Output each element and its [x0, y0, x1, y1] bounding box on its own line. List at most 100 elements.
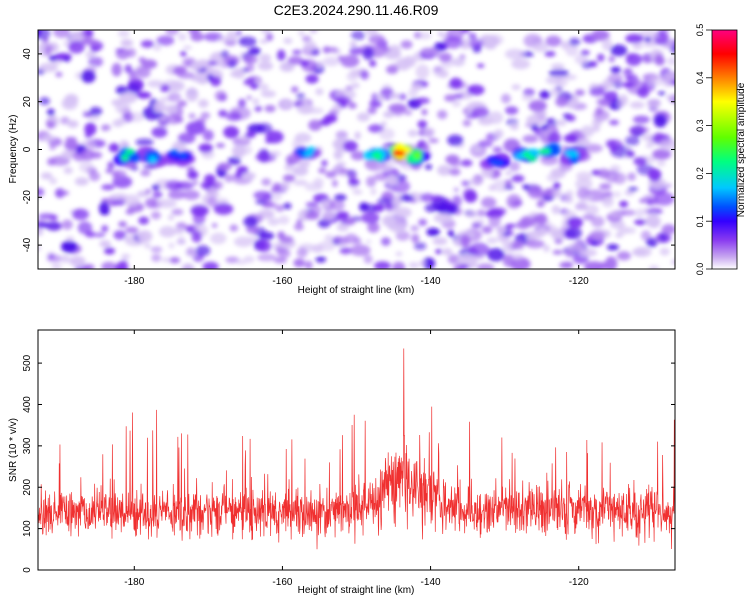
spectrogram-cell: [390, 222, 407, 234]
spectrogram-cell: [252, 98, 260, 105]
spectrogram-cell: [344, 233, 358, 244]
spectrogram-cell: [64, 139, 79, 151]
spectrogram-cell: [153, 100, 166, 113]
spectrogram-cell: [38, 245, 41, 252]
spectrogram-cell: [421, 108, 428, 116]
spectrogram-cell: [483, 38, 497, 50]
snr-y-axis-label: SNR (10 * v/v): [8, 418, 19, 482]
spectrogram-cell: [81, 38, 95, 46]
spectrogram-cell: [316, 60, 324, 69]
spectrogram-cell: [488, 208, 498, 216]
spectrogram-cell: [232, 144, 246, 158]
spectrogram-cell: [361, 212, 380, 224]
spectrogram-cell: [506, 194, 522, 209]
spectrogram-cell: [245, 62, 255, 73]
spectrogram-cell: [437, 31, 444, 37]
spectrogram-cell: [94, 232, 106, 238]
spectrogram-cell: [259, 39, 268, 44]
spectrogram-cell: [72, 208, 90, 221]
spectrogram-cell: [437, 69, 449, 79]
spectrogram-cell: [171, 208, 184, 216]
spectrogram-cell: [418, 218, 428, 227]
x-tick-label: -120: [569, 276, 589, 287]
spectrogram-cell: [565, 226, 583, 240]
spectrogram-cell: [663, 71, 675, 82]
spectrogram-cell: [318, 167, 327, 174]
spectrogram-cell: [646, 207, 663, 215]
figure-title: C2E3.2024.290.11.46.R09: [274, 2, 439, 18]
spectrogram-cell: [69, 255, 86, 267]
spectrogram-cell: [304, 182, 323, 192]
spectrogram-cell: [654, 53, 664, 64]
spectrogram-cell: [665, 94, 675, 101]
spectrogram-cell: [437, 109, 448, 120]
spectrogram-cell: [547, 131, 562, 144]
spectrogram-cell: [135, 66, 151, 79]
y-tick-label: 100: [22, 520, 33, 537]
spectrogram-cell: [580, 125, 595, 138]
spectrogram-cell: [463, 190, 478, 203]
spectrogram-cell: [619, 200, 629, 208]
spectrogram-cell: [360, 70, 370, 80]
spectrogram-cell: [381, 215, 396, 227]
spectrogram-cell: [444, 94, 456, 102]
spectrogram-cell: [536, 227, 548, 236]
y-tick-label: 300: [22, 437, 33, 454]
spectrogram-cell: [564, 114, 576, 122]
spectrogram-cell: [476, 63, 485, 68]
spectrogram-cell: [286, 158, 295, 166]
spectrogram-cell: [271, 191, 282, 201]
spectrogram-cell: [468, 32, 477, 40]
spectrogram-cell: [666, 183, 672, 188]
spectrogram-cell: [386, 174, 398, 187]
spectrogram-cell: [438, 52, 453, 63]
spectrogram-cell: [208, 61, 218, 66]
spectrogram-cell: [589, 87, 606, 97]
spectrogram-cell: [603, 91, 619, 102]
spectrogram-cell: [257, 61, 274, 71]
spectrogram-cell: [150, 246, 163, 253]
y-tick-label: 200: [22, 478, 33, 495]
spectrogram-feature-cell: [527, 148, 540, 157]
spectrogram-cell: [80, 70, 96, 84]
spectrogram-cell: [307, 107, 324, 115]
spectrogram-cell: [504, 184, 514, 190]
spectrogram-cell: [259, 53, 272, 63]
spectrogram-cell: [420, 47, 439, 56]
spectrogram-cell: [442, 248, 453, 256]
spectrogram-cell: [577, 199, 588, 211]
spectrogram-cell: [588, 231, 606, 241]
spectrogram-cell: [493, 129, 504, 139]
spectrogram-cell: [191, 231, 202, 243]
spectrogram-cell: [204, 174, 216, 184]
spectrogram-cell: [504, 179, 512, 186]
spectrogram-cell: [354, 131, 361, 140]
spectrogram-cell: [167, 190, 186, 200]
spectrogram-cell: [111, 62, 122, 77]
spectrogram-cell: [580, 49, 590, 56]
spectrogram-cell: [272, 182, 281, 190]
spectrogram-cell: [63, 56, 71, 63]
spectrogram-cell: [336, 222, 349, 232]
spectrogram-cell: [622, 69, 634, 76]
spectrogram-cell: [177, 100, 187, 107]
spectrogram-cell: [233, 236, 254, 248]
spectrogram-cell: [322, 46, 331, 54]
spectrogram-cell: [545, 75, 564, 85]
spectrogram-cell: [488, 111, 504, 125]
spectrogram-cell: [333, 235, 345, 243]
spectrogram-cell: [591, 240, 598, 246]
spectrogram-cell: [305, 74, 319, 84]
spectrogram-cell: [140, 40, 155, 48]
spectrogram-cell: [591, 30, 610, 41]
spectrogram-cell: [574, 89, 585, 97]
spectrogram-cell: [629, 101, 645, 109]
spectrogram-cell: [189, 62, 203, 71]
spectrogram-cell: [635, 208, 644, 219]
spectrogram-cell: [218, 36, 231, 43]
spectrogram-cell: [287, 56, 304, 65]
spectrogram-cell: [339, 247, 352, 255]
y-tick-label: 500: [22, 354, 33, 371]
spectrogram-cell: [653, 191, 675, 206]
spectrogram-cell: [213, 203, 234, 215]
